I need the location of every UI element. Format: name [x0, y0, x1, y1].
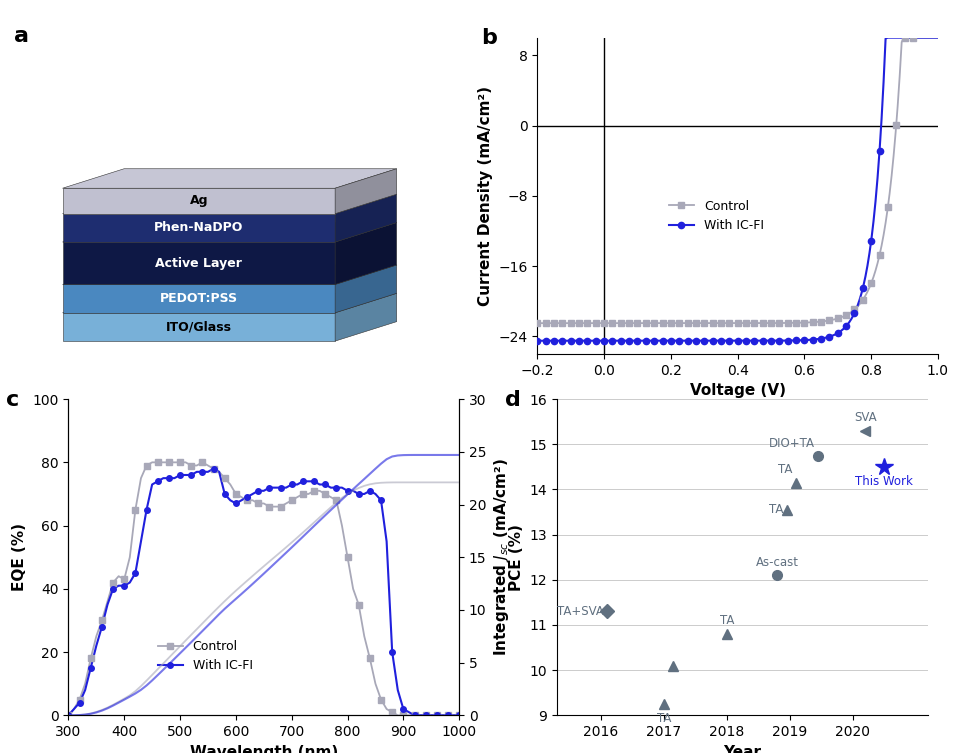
Polygon shape: [63, 194, 397, 214]
Y-axis label: Integrated $J_{sc}$ (mA/cm²): Integrated $J_{sc}$ (mA/cm²): [492, 459, 511, 656]
Text: DIO+TA: DIO+TA: [769, 437, 815, 450]
Text: Active Layer: Active Layer: [155, 257, 242, 270]
Polygon shape: [63, 214, 335, 242]
Text: TA+SVA: TA+SVA: [557, 605, 604, 618]
Text: TA: TA: [769, 503, 784, 517]
X-axis label: Voltage (V): Voltage (V): [690, 383, 786, 398]
Polygon shape: [63, 312, 335, 341]
Text: ITO/Glass: ITO/Glass: [166, 321, 232, 334]
Polygon shape: [335, 265, 397, 312]
Polygon shape: [335, 223, 397, 285]
Text: This Work: This Work: [855, 475, 913, 488]
Legend: Control, With IC-FI: Control, With IC-FI: [663, 195, 769, 237]
Text: c: c: [6, 389, 20, 410]
Text: d: d: [505, 389, 521, 410]
Polygon shape: [63, 294, 397, 312]
Polygon shape: [63, 188, 335, 214]
Text: As-cast: As-cast: [755, 556, 798, 569]
Text: Ag: Ag: [190, 194, 208, 208]
Polygon shape: [335, 194, 397, 242]
Y-axis label: PCE (%): PCE (%): [509, 524, 524, 590]
Text: TA: TA: [720, 614, 734, 627]
Text: Phen-NaDPO: Phen-NaDPO: [154, 221, 243, 234]
Y-axis label: EQE (%): EQE (%): [12, 523, 26, 591]
Text: TA: TA: [657, 712, 671, 725]
X-axis label: Wavelength (nm): Wavelength (nm): [190, 745, 338, 753]
Polygon shape: [63, 223, 397, 242]
Text: b: b: [482, 28, 497, 48]
Polygon shape: [335, 294, 397, 341]
Polygon shape: [63, 169, 397, 188]
Legend: Control, With IC-FI: Control, With IC-FI: [152, 636, 258, 678]
Text: a: a: [14, 26, 29, 46]
X-axis label: Year: Year: [724, 745, 761, 753]
Y-axis label: Current Density (mA/cm²): Current Density (mA/cm²): [478, 86, 492, 306]
Polygon shape: [63, 285, 335, 312]
Polygon shape: [63, 242, 335, 285]
Text: SVA: SVA: [854, 411, 876, 424]
Polygon shape: [63, 265, 397, 285]
Text: TA: TA: [779, 463, 793, 476]
Polygon shape: [335, 169, 397, 214]
Text: PEDOT:PSS: PEDOT:PSS: [160, 292, 237, 305]
